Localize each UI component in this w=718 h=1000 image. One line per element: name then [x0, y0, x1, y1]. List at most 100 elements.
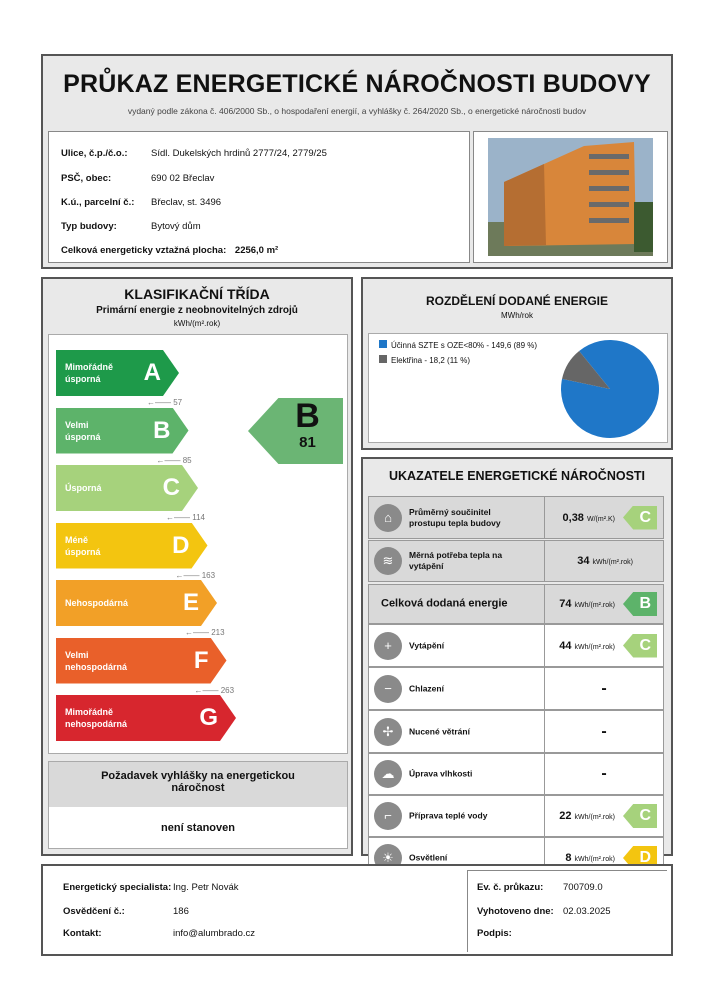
- heating-icon: +: [374, 631, 402, 660]
- indicator-value-cell: 74 kWh/(m².rok) B: [544, 585, 663, 623]
- indicator-class-badge: C: [623, 633, 657, 658]
- class-name: Mimořádně nehospodárná: [65, 707, 128, 729]
- indicator-label: Nucené větrání: [409, 726, 470, 736]
- indicator-row: ⌂ Průměrný součinitel prostupu tepla budo…: [368, 496, 664, 539]
- indicator-value: 0,38 W/(m².K): [563, 512, 615, 524]
- area-value: 2256,0 m²: [234, 245, 279, 256]
- indicator-unit: kWh/(m².rok): [574, 643, 615, 651]
- indicator-unit: kWh/(m².rok): [574, 814, 615, 821]
- class-letter: C: [162, 474, 180, 501]
- class-name: Úsporná: [65, 483, 102, 493]
- class-letter: B: [153, 416, 171, 444]
- indicator-label: Osvětlení: [409, 852, 448, 863]
- page-title: PRŮKAZ ENERGETICKÉ NÁROČNOSTI BUDOVY: [63, 70, 651, 98]
- distribution-unit: MWh/rok: [501, 311, 533, 320]
- class-bar-d: Méně úsporná D: [56, 523, 208, 569]
- threshold-value: 213: [211, 628, 225, 637]
- indicators-section: UKAZATELE ENERGETICKÉ NÁROČNOSTI ⌂ Průměr…: [361, 457, 673, 879]
- faucet-icon: ⌐: [374, 802, 402, 830]
- indicator-value: 44 kWh/(m².rok): [559, 640, 615, 652]
- threshold-value: 163: [201, 570, 216, 580]
- class-bar-a: Mimořádně úsporná A: [56, 350, 179, 396]
- indicator-value-cell: 44 kWh/(m².rok) C: [544, 625, 663, 666]
- heat-demand-icon: ≋: [374, 547, 402, 575]
- threshold-value: 263: [220, 685, 235, 695]
- cert-label: Osvědčení č.:: [63, 906, 125, 917]
- class-name: Méně úsporná: [65, 534, 101, 557]
- arrow-left-icon: ←——: [194, 685, 221, 695]
- indicator-label: Měrná potřeba tepla na vytápění: [409, 550, 503, 571]
- indicator-value: -: [601, 722, 607, 740]
- legend-label: Elektřina - 18,2 (11 %): [391, 356, 470, 365]
- result-class-letter: B: [295, 397, 320, 435]
- class-threshold: ←—— 57: [147, 398, 182, 407]
- ev-label: Ev. č. průkazu:: [477, 882, 544, 893]
- indicator-row: ✢ Nucené větrání -: [368, 710, 664, 753]
- class-letter: A: [143, 359, 161, 386]
- indicator-unit: kWh/(m².rok): [574, 856, 615, 863]
- class-bar-g: Mimořádně nehospodárná G: [56, 695, 236, 741]
- indicator-row: ≋ Měrná potřeba tepla na vytápění 34 kWh/(…: [368, 540, 664, 582]
- indicator-value-cell: -: [544, 754, 663, 794]
- contact-label: Kontakt:: [63, 928, 102, 939]
- class-threshold: ←—— 85: [157, 456, 192, 465]
- footer-section: Energetický specialista: Ing. Petr Novák …: [41, 864, 673, 956]
- arrow-left-icon: ←——: [147, 398, 174, 407]
- classification-section: KLASIFIKAČNÍ TŘÍDA Primární energie z ne…: [41, 277, 353, 856]
- indicator-value: 8 kWh/(m².rok): [565, 852, 615, 864]
- indicator-label: Průměrný součinitel prostupu tepla budov…: [409, 506, 501, 528]
- indicator-value: 34 kWh/(m².rok): [577, 555, 633, 567]
- city-label: PSČ, obec:: [61, 173, 112, 184]
- street-value: Sídl. Dukelských hrdinů 2777/24, 2779/25: [151, 148, 327, 159]
- class-threshold: ←—— 263: [195, 686, 235, 695]
- footer-divider: [467, 870, 667, 952]
- arrow-left-icon: ←——: [156, 455, 183, 465]
- indicators-title: UKAZATELE ENERGETICKÉ NÁROČNOSTI: [388, 469, 646, 483]
- result-class-arrow: B 81: [248, 398, 343, 464]
- indicator-row: ⌐ Příprava teplé vody 22 kWh/(m².rok) C: [368, 795, 664, 837]
- indicator-class-badge: C: [623, 804, 657, 828]
- building-photo: [473, 131, 668, 263]
- indicator-row: Celková dodaná energie 74 kWh/(m².rok) B: [368, 584, 664, 624]
- classification-subtitle: Primární energie z neobnovitelných zdroj…: [96, 305, 298, 316]
- area-label: Celková energeticky vztažná plocha:: [61, 245, 227, 256]
- parcel-label: K.ú., parcelní č.:: [61, 197, 135, 208]
- distribution-title: ROZDĚLENÍ DODANÉ ENERGIE: [425, 294, 608, 308]
- class-threshold: ←—— 114: [166, 513, 205, 522]
- class-name: Nehospodárná: [65, 598, 129, 608]
- header-section: PRŮKAZ ENERGETICKÉ NÁROČNOSTI BUDOVY vyd…: [41, 54, 673, 269]
- indicator-unit: kWh/(m².rok): [592, 559, 633, 566]
- class-name: Velmi nehospodárná: [65, 649, 128, 672]
- indicator-value-cell: 34 kWh/(m².rok): [544, 541, 663, 581]
- class-letter: G: [199, 704, 218, 731]
- class-bar-c: Úsporná C: [56, 465, 198, 511]
- type-value: Bytový dům: [151, 221, 201, 232]
- pie-chart-area: Účinná SZTE s OZE<80% - 149,6 (89 %) Elek…: [368, 333, 668, 443]
- indicator-value: 74 kWh/(m².rok): [559, 598, 615, 610]
- specialist-value: Ing. Petr Novák: [173, 882, 239, 893]
- cert-value: 186: [173, 906, 189, 917]
- class-threshold: ←—— 163: [176, 571, 216, 580]
- indicator-label: Vytápění: [409, 640, 445, 650]
- pie-slice: [562, 350, 610, 389]
- indicator-class-badge: C: [623, 505, 657, 530]
- page-subtitle: vydaný podle zákona č. 406/2000 Sb., o h…: [127, 106, 587, 116]
- house-icon: ⌂: [374, 503, 402, 532]
- class-bar-b: Velmi úsporná B: [56, 408, 189, 454]
- indicator-unit: kWh/(m².rok): [574, 602, 615, 609]
- contact-value: info@alumbrado.cz: [173, 928, 255, 939]
- class-scale: Mimořádně úsporná A ←—— 57 Velmi úsporná B ←—…: [48, 334, 348, 754]
- indicator-number: 8: [565, 852, 572, 864]
- indicator-number: 44: [559, 639, 572, 652]
- indicator-number: 22: [559, 810, 572, 822]
- indicator-value-cell: 0,38 W/(m².K) C: [544, 497, 663, 538]
- class-name: Mimořádně úsporná: [65, 362, 114, 384]
- class-name: Velmi úsporná: [65, 419, 101, 442]
- class-threshold: ←—— 213: [185, 628, 225, 637]
- indicator-value: -: [601, 765, 607, 782]
- indicator-label: Celková dodaná energie: [381, 597, 508, 610]
- date-label: Vyhotoveno dne:: [477, 906, 554, 917]
- arrow-left-icon: ←——: [175, 570, 202, 580]
- arrow-left-icon: ←——: [185, 628, 212, 637]
- pie-legend: Účinná SZTE s OZE<80% - 149,6 (89 %) Elek…: [379, 340, 537, 370]
